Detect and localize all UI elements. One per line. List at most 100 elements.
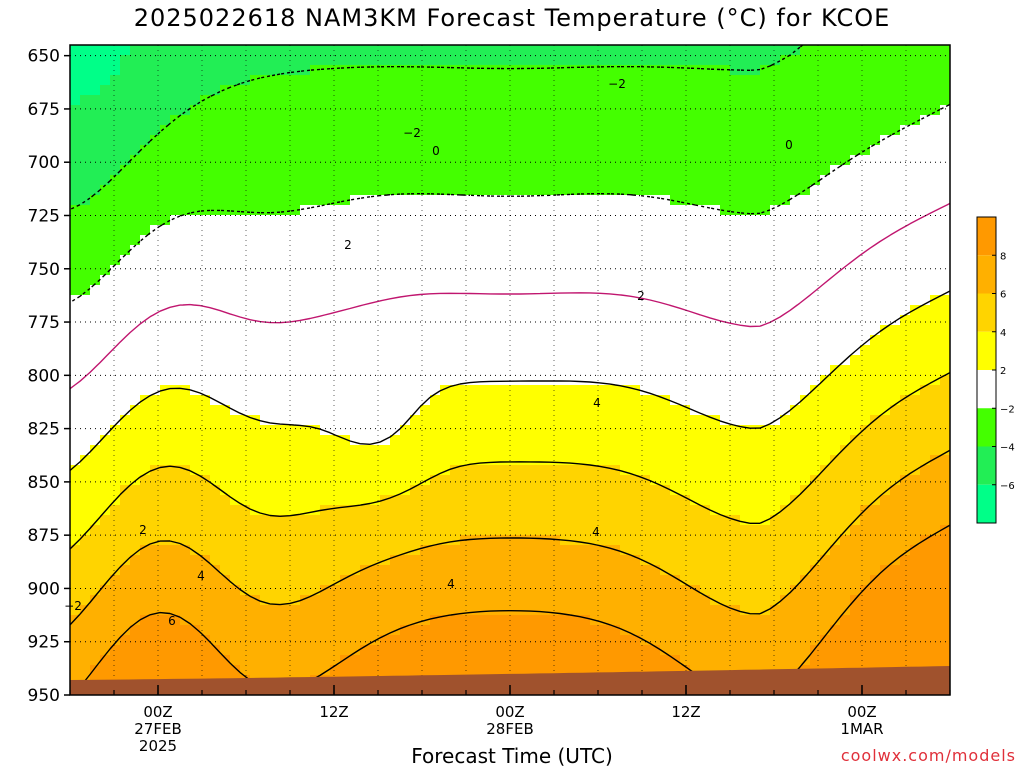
temperature-cell xyxy=(110,355,120,365)
temperature-cell xyxy=(920,275,930,285)
temperature-cell xyxy=(90,135,100,145)
temperature-cell xyxy=(760,545,770,555)
temperature-cell xyxy=(840,455,850,465)
temperature-cell xyxy=(110,95,120,105)
temperature-cell xyxy=(130,115,140,125)
temperature-cell xyxy=(200,515,210,525)
temperature-cell xyxy=(390,555,400,565)
temperature-cell xyxy=(380,145,390,155)
temperature-cell xyxy=(120,495,130,505)
temperature-cell xyxy=(330,405,340,415)
temperature-cell xyxy=(70,285,80,295)
temperature-cell xyxy=(220,415,230,425)
temperature-cell xyxy=(370,175,380,185)
temperature-cell xyxy=(320,345,330,355)
temperature-cell xyxy=(910,495,920,505)
temperature-cell xyxy=(780,205,790,215)
temperature-cell xyxy=(590,345,600,355)
temperature-cell xyxy=(450,555,460,565)
temperature-cell xyxy=(910,565,920,575)
temperature-cell xyxy=(200,75,210,85)
temperature-cell xyxy=(440,395,450,405)
temperature-cell xyxy=(930,85,940,95)
temperature-cell xyxy=(350,75,360,85)
temperature-cell xyxy=(860,235,870,245)
temperature-cell xyxy=(240,225,250,235)
temperature-cell xyxy=(480,195,490,205)
temperature-cell xyxy=(80,485,90,495)
temperature-cell xyxy=(870,115,880,125)
temperature-cell xyxy=(510,515,520,525)
temperature-cell xyxy=(800,205,810,215)
temperature-cell xyxy=(660,335,670,345)
temperature-cell xyxy=(290,225,300,235)
temperature-cell xyxy=(700,285,710,295)
temperature-cell xyxy=(740,275,750,285)
temperature-cell xyxy=(760,45,770,55)
temperature-cell xyxy=(90,305,100,315)
temperature-cell xyxy=(530,285,540,295)
temperature-cell xyxy=(680,555,690,565)
temperature-cell xyxy=(610,95,620,105)
temperature-cell xyxy=(890,235,900,245)
temperature-cell xyxy=(920,215,930,225)
temperature-cell xyxy=(310,195,320,205)
temperature-cell xyxy=(80,95,90,105)
temperature-cell xyxy=(660,595,670,605)
temperature-cell xyxy=(230,385,240,395)
temperature-cell xyxy=(270,275,280,285)
temperature-cell xyxy=(240,45,250,55)
temperature-cell xyxy=(130,195,140,205)
temperature-cell xyxy=(680,325,690,335)
temperature-cell xyxy=(330,365,340,375)
temperature-cell xyxy=(790,45,800,55)
temperature-cell xyxy=(740,45,750,55)
temperature-cell xyxy=(900,445,910,455)
temperature-cell xyxy=(460,285,470,295)
temperature-cell xyxy=(90,245,100,255)
temperature-cell xyxy=(150,395,160,405)
temperature-cell xyxy=(140,75,150,85)
temperature-cell xyxy=(490,525,500,535)
temperature-cell xyxy=(810,105,820,115)
temperature-cell xyxy=(700,375,710,385)
temperature-cell xyxy=(320,205,330,215)
temperature-cell xyxy=(210,515,220,525)
temperature-cell xyxy=(860,305,870,315)
temperature-cell xyxy=(660,545,670,555)
temperature-cell xyxy=(620,285,630,295)
temperature-cell xyxy=(150,245,160,255)
temperature-cell xyxy=(510,375,520,385)
temperature-cell xyxy=(930,385,940,395)
temperature-cell xyxy=(140,525,150,535)
temperature-cell xyxy=(860,275,870,285)
temperature-cell xyxy=(840,595,850,605)
temperature-cell xyxy=(440,575,450,585)
temperature-cell xyxy=(690,565,700,575)
temperature-cell xyxy=(590,525,600,535)
temperature-cell xyxy=(900,115,910,125)
temperature-cell xyxy=(210,315,220,325)
temperature-cell xyxy=(770,535,780,545)
temperature-cell xyxy=(520,305,530,315)
temperature-cell xyxy=(320,165,330,175)
temperature-cell xyxy=(190,435,200,445)
temperature-cell xyxy=(940,415,950,425)
temperature-cell xyxy=(550,185,560,195)
temperature-cell xyxy=(830,535,840,545)
temperature-cell xyxy=(370,235,380,245)
temperature-cell xyxy=(640,345,650,355)
temperature-cell xyxy=(480,345,490,355)
temperature-cell xyxy=(120,385,130,395)
temperature-cell xyxy=(80,325,90,335)
temperature-cell xyxy=(850,405,860,415)
temperature-cell xyxy=(700,425,710,435)
temperature-cell xyxy=(310,175,320,185)
temperature-cell xyxy=(680,295,690,305)
temperature-cell xyxy=(170,515,180,525)
temperature-cell xyxy=(380,395,390,405)
temperature-cell xyxy=(160,155,170,165)
temperature-cell xyxy=(610,175,620,185)
temperature-cell xyxy=(380,75,390,85)
temperature-cell xyxy=(930,435,940,445)
